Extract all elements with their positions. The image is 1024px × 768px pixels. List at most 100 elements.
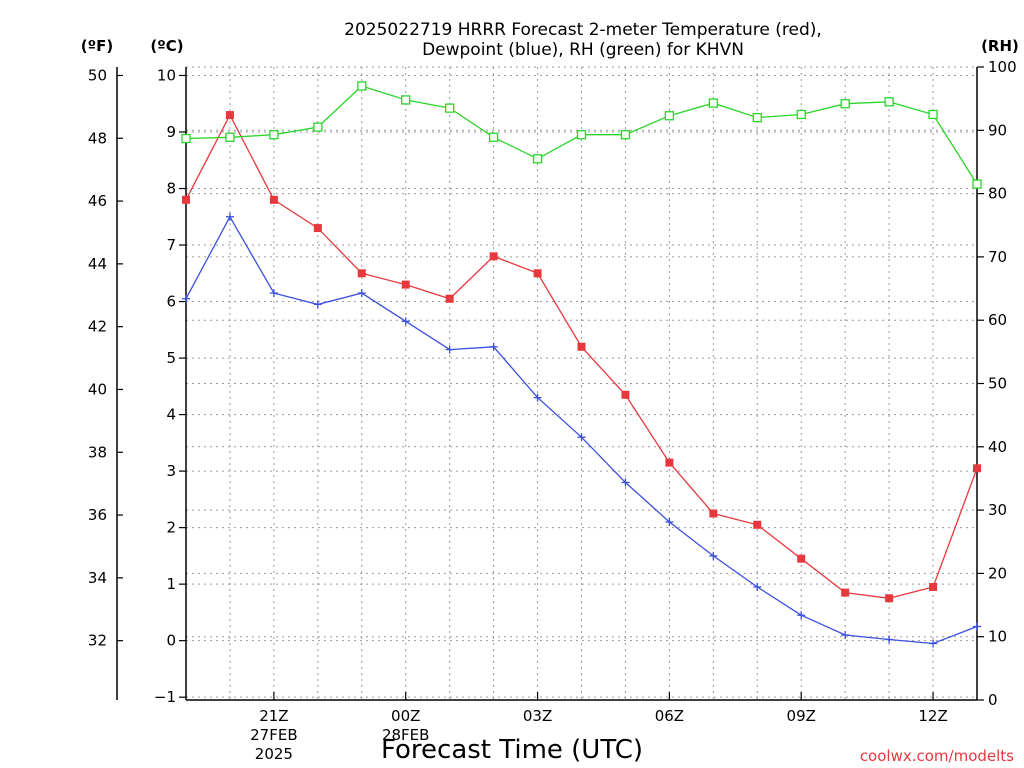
fahrenheit-unit-label: (ºF) (81, 37, 113, 55)
rh-point (576, 130, 587, 140)
temperature-point (929, 582, 938, 591)
celsius-tick-label: 4 (166, 406, 176, 424)
fahrenheit-tick-label: 50 (88, 66, 107, 84)
temperature-point (577, 342, 586, 351)
x-axis-label: Forecast Time (UTC) (381, 735, 643, 765)
celsius-tick-label: −1 (154, 688, 176, 706)
temperature-point (797, 554, 806, 563)
dewpoint-point (797, 611, 806, 620)
celsius-tick-label: 9 (166, 123, 176, 141)
rh-point (620, 130, 631, 140)
rh-tick-label: 80 (988, 185, 1007, 203)
celsius-tick-label: 1 (166, 575, 176, 593)
fahrenheit-tick-label: 46 (88, 192, 107, 210)
rh-tick-label: 50 (988, 375, 1007, 393)
dewpoint-point (489, 342, 498, 351)
rh-point (928, 109, 938, 120)
rh-tick-label: 30 (988, 501, 1007, 519)
temperature-point (709, 509, 718, 518)
temperature-point (533, 269, 542, 278)
celsius-tick-label: 5 (166, 349, 176, 367)
temperature-point (489, 252, 498, 261)
rh-tick-label: 90 (988, 121, 1007, 139)
temperature-point (753, 520, 762, 529)
rh-tick-label: 100 (988, 58, 1017, 76)
dewpoint-point (225, 212, 234, 221)
x-tick-label: 21Z (259, 707, 288, 725)
celsius-unit-label: (ºC) (150, 37, 183, 55)
celsius-tick-label: 10 (157, 66, 176, 84)
x-tick-label: 03Z (523, 707, 552, 725)
celsius-tick-label: 7 (166, 236, 176, 254)
temperature-point (841, 588, 850, 597)
rh-tick-label: 70 (988, 248, 1007, 266)
x-tick-sublabel: 27FEB (250, 726, 297, 744)
celsius-tick-label: 8 (166, 180, 176, 198)
dewpoint-point (182, 294, 190, 303)
rh-point (313, 122, 323, 132)
rh-point (972, 179, 982, 189)
fahrenheit-tick-label: 34 (88, 569, 107, 587)
fahrenheit-tick-label: 32 (88, 632, 107, 650)
dewpoint-point (665, 517, 674, 526)
rh-point (796, 109, 806, 120)
rh-unit-label: (RH) (981, 37, 1019, 55)
temperature-point (973, 464, 981, 473)
dewpoint-point (577, 433, 586, 442)
fahrenheit-tick-label: 42 (88, 318, 107, 336)
temperature-point (269, 195, 278, 204)
axes: 32343638404244464850−1012345678910010203… (88, 58, 1017, 763)
rh-point (664, 111, 675, 121)
rh-tick-label: 0 (988, 691, 998, 709)
rh-point (840, 99, 850, 109)
celsius-tick-label: 0 (166, 632, 176, 650)
temperature-point (621, 390, 630, 399)
x-tick-sublabel: 28FEB (382, 726, 429, 744)
fahrenheit-tick-label: 36 (88, 506, 107, 524)
chart-title-line-1: 2025022719 HRRR Forecast 2-meter Tempera… (344, 20, 822, 40)
grid (185, 66, 978, 701)
x-tick-label: 12Z (918, 707, 947, 725)
rh-point (401, 95, 411, 105)
rh-point (269, 130, 279, 140)
dewpoint-series-line (185, 215, 978, 645)
fahrenheit-tick-label: 40 (88, 380, 107, 398)
temperature-point (885, 594, 894, 603)
temperature-point (313, 224, 322, 233)
dewpoint-point (533, 393, 542, 402)
x-tick-label: 00Z (391, 707, 420, 725)
credit-text: coolwx.com/modelts (860, 747, 1014, 765)
rh-tick-label: 40 (988, 438, 1007, 456)
rh-point (884, 97, 894, 107)
celsius-tick-label: 2 (166, 519, 176, 537)
rh-point (181, 133, 191, 144)
dewpoint-point (313, 300, 322, 309)
rh-point (488, 132, 499, 142)
rh-point (752, 112, 762, 123)
dewpoint-point (885, 635, 894, 644)
rh-point (708, 98, 718, 108)
rh-point (225, 132, 235, 142)
dewpoint-point (621, 478, 630, 487)
temperature-point (357, 269, 366, 278)
temperature-point (225, 111, 234, 120)
series (181, 81, 982, 648)
temperature-point (182, 195, 190, 204)
fahrenheit-tick-label: 38 (88, 443, 107, 461)
rh-point (445, 103, 455, 113)
fahrenheit-tick-label: 48 (88, 129, 107, 147)
rh-tick-label: 60 (988, 311, 1007, 329)
dewpoint-point (973, 622, 981, 631)
dewpoint-point (445, 345, 454, 354)
dewpoint-point (929, 639, 938, 648)
temperature-point (401, 280, 410, 289)
x-tick-label: 09Z (787, 707, 816, 725)
temperature-point (665, 458, 674, 467)
celsius-tick-label: 6 (166, 293, 176, 311)
dewpoint-point (357, 289, 366, 298)
chart-title-line-2: Dewpoint (blue), RH (green) for KHVN (422, 40, 744, 60)
dewpoint-point (709, 551, 718, 560)
rh-tick-label: 10 (988, 628, 1007, 646)
x-tick-sublabel: 2025 (255, 745, 293, 763)
